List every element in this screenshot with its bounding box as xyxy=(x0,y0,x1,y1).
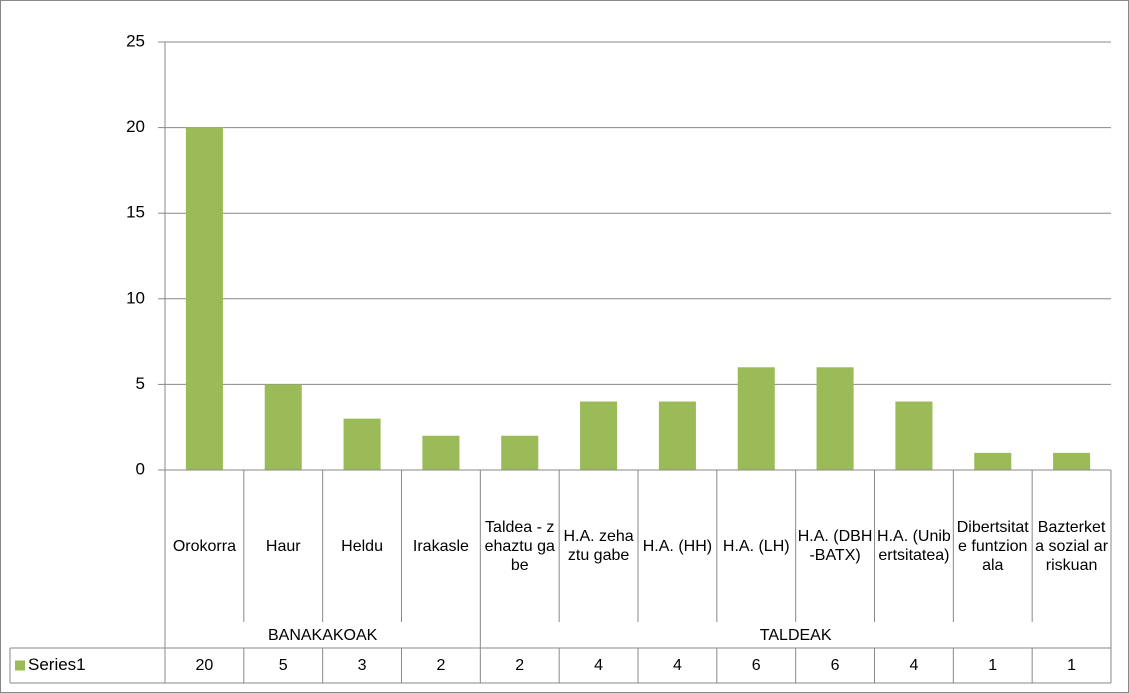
bar xyxy=(816,367,854,470)
data-table-value: 3 xyxy=(357,657,367,674)
data-table-value: 2 xyxy=(515,657,525,674)
x-group-label: BANAKAKOAK xyxy=(267,626,378,644)
data-table-value: 6 xyxy=(830,657,840,674)
x-tick-label: Bazterketa sozial arriskuan xyxy=(1035,518,1109,574)
bar xyxy=(264,384,302,470)
x-tick-label: Heldu xyxy=(341,537,383,555)
x-tick-label: H.A. (DBH-BATX) xyxy=(797,528,873,564)
y-tick-label: 5 xyxy=(136,374,145,393)
bar xyxy=(501,435,539,470)
y-tick-label: 20 xyxy=(126,117,145,136)
x-tick-label: Orokorra xyxy=(172,537,236,555)
y-tick-label: 15 xyxy=(126,203,145,222)
bar xyxy=(343,418,381,470)
data-table-value: 2 xyxy=(436,657,446,674)
bar xyxy=(185,127,223,470)
x-tick-label: Irakasle xyxy=(412,537,469,555)
data-table-value: 1 xyxy=(1067,657,1077,674)
bar xyxy=(1053,452,1091,470)
y-tick-label: 25 xyxy=(126,31,145,50)
x-tick-label: H.A. (Unibertsitatea) xyxy=(877,528,951,564)
y-tick-label: 0 xyxy=(136,459,145,478)
y-tick-label: 10 xyxy=(126,288,145,307)
data-table-value: 5 xyxy=(278,657,288,674)
x-tick-label: Dibertsitate funtzionala xyxy=(956,518,1029,574)
bar xyxy=(658,401,696,470)
legend-swatch xyxy=(15,660,25,671)
x-group-label: TALDEAK xyxy=(759,626,832,644)
x-tick-label: H.A. (LH) xyxy=(722,537,790,555)
x-tick-label: Taldea - zehaztu gabe xyxy=(484,518,555,574)
bar xyxy=(422,435,460,470)
x-tick-label: Haur xyxy=(265,537,301,555)
data-table-value: 4 xyxy=(909,657,919,674)
data-table-value: 6 xyxy=(751,657,761,674)
data-table-value: 1 xyxy=(988,657,998,674)
bar xyxy=(974,452,1012,470)
bar xyxy=(737,367,775,470)
x-tick-label: H.A. zehaztu gabe xyxy=(563,528,634,564)
data-table-value: 20 xyxy=(195,657,214,674)
bar xyxy=(895,401,933,470)
bar xyxy=(580,401,618,470)
data-table-value: 4 xyxy=(594,657,604,674)
legend-label: Series1 xyxy=(28,655,86,674)
x-tick-label: H.A. (HH) xyxy=(642,537,713,555)
data-table-value: 4 xyxy=(672,657,682,674)
